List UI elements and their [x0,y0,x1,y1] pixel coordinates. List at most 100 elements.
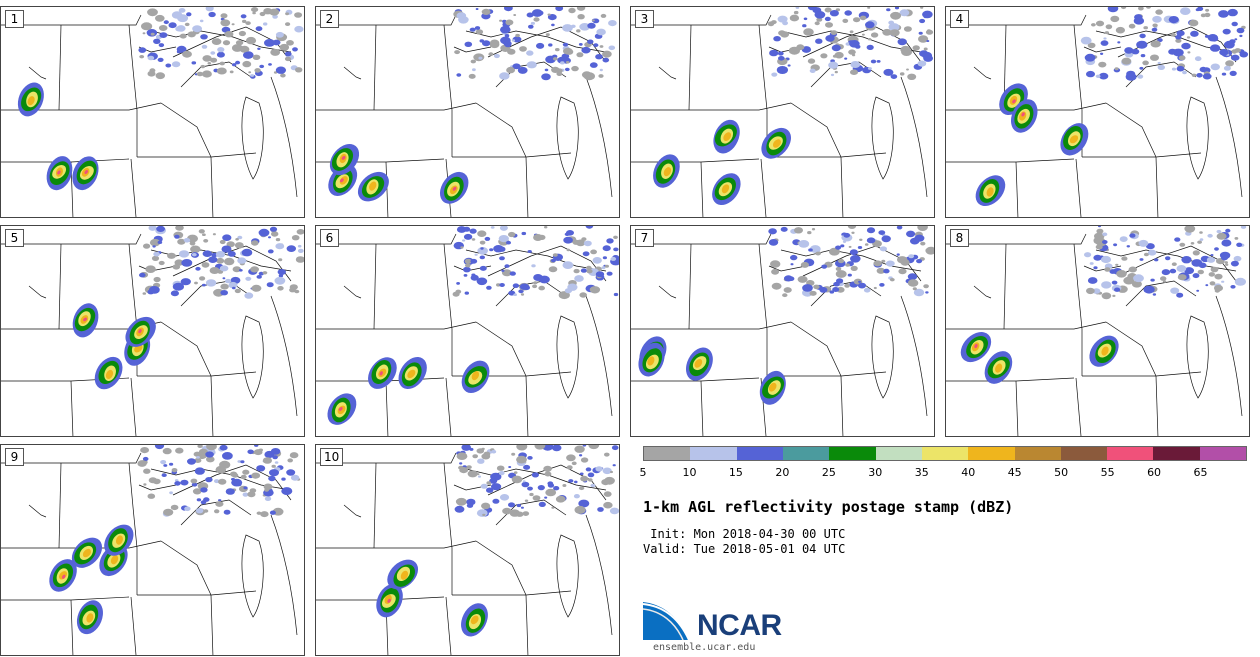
echo-cell [1184,267,1194,275]
member-label: 8 [950,229,969,247]
storm-cell [470,615,479,625]
echo-cell [280,73,286,78]
map-boundary [150,30,292,53]
echo-cell [925,291,929,294]
echo-cell [463,226,471,232]
echo-cell [862,33,865,36]
map-boundary [28,66,47,80]
echo-cell [275,66,286,74]
echo-cell [576,29,581,33]
echo-cell [1210,266,1219,273]
echo-cell [1214,284,1223,292]
echo-cell [859,238,863,241]
map-boundary [475,102,527,158]
echo-cell [256,465,266,472]
echo-cell [237,235,243,240]
echo-cell [269,469,279,477]
map-boundary [1073,243,1083,376]
storm-cell [694,359,703,368]
echo-cell [264,39,275,47]
echo-cell [463,274,468,277]
echo-cell [190,34,194,37]
echo-cell [595,54,603,60]
echo-cell [541,73,551,81]
echo-cell [251,284,262,292]
echo-cell [844,57,848,60]
echo-cell [807,7,817,11]
echo-cell [277,286,284,291]
echo-cell [220,283,229,290]
map-boundary [946,14,1087,26]
echo-cell [491,449,497,454]
echo-cell [866,44,874,51]
echo-cell [1221,280,1225,283]
echo-cell [832,287,840,292]
map-boundary [452,590,572,596]
echo-cell [1225,263,1229,266]
echo-cell [1207,233,1213,238]
storm-cell [86,613,94,623]
echo-cell [1128,266,1137,273]
echo-cell [294,289,300,294]
map-boundary [28,285,47,299]
echo-cell [824,16,831,22]
echo-cell [610,470,613,474]
echo-cell [917,226,928,231]
echo-cell [491,483,502,491]
echo-cell [469,27,476,32]
ensemble-panel: 5 [0,225,305,437]
echo-cell [599,45,604,48]
storm-cell [27,96,35,106]
map-boundary [768,265,807,272]
map-boundary [128,462,138,595]
ensemble-panel: 3 [630,6,935,218]
echo-cell [587,39,594,45]
storm-cell [105,369,114,380]
echo-cell [1136,40,1148,49]
echo-cell [469,447,474,451]
echo-cell [912,45,920,51]
echo-cell [191,253,197,257]
echo-cell [526,12,534,18]
map-boundary [58,24,62,111]
map-boundary [700,380,704,436]
echo-cell [1142,60,1149,66]
echo-cell [251,472,261,479]
echo-cell [215,251,226,258]
echo-cell [287,458,294,463]
echo-cell [603,501,613,509]
echo-cell [259,11,266,17]
website-link[interactable]: ensemble.ucar.edu [653,642,756,653]
map-boundary [453,46,492,53]
ensemble-panel: 2 [315,6,620,218]
map-boundary [475,321,527,377]
echo-cell [523,464,531,470]
echo-cell [159,32,168,38]
echo-cell [278,274,284,278]
echo-cell [481,502,491,510]
echo-cell [547,13,551,16]
map-boundary [210,156,214,217]
echo-cell [475,8,479,10]
echo-cell [845,263,850,267]
echo-cell [470,258,478,264]
echo-cell [274,276,286,285]
echo-cell [1100,52,1104,55]
echo-cell [168,22,177,29]
echo-cell [171,468,178,473]
echo-cell [1225,228,1231,233]
echo-cell [1087,277,1098,284]
map-boundary [180,61,252,88]
echo-cell [538,234,546,240]
echo-cell [556,68,563,73]
echo-cell [1133,274,1144,283]
echo-cell [454,505,465,513]
echo-cell [910,237,920,245]
echo-cell [484,236,491,241]
echo-cell [1102,232,1108,237]
echo-cell [297,244,302,248]
echo-cell [807,58,816,64]
colorbar-segment [875,447,922,460]
map-boundary [160,102,212,158]
echo-cell [900,259,910,266]
